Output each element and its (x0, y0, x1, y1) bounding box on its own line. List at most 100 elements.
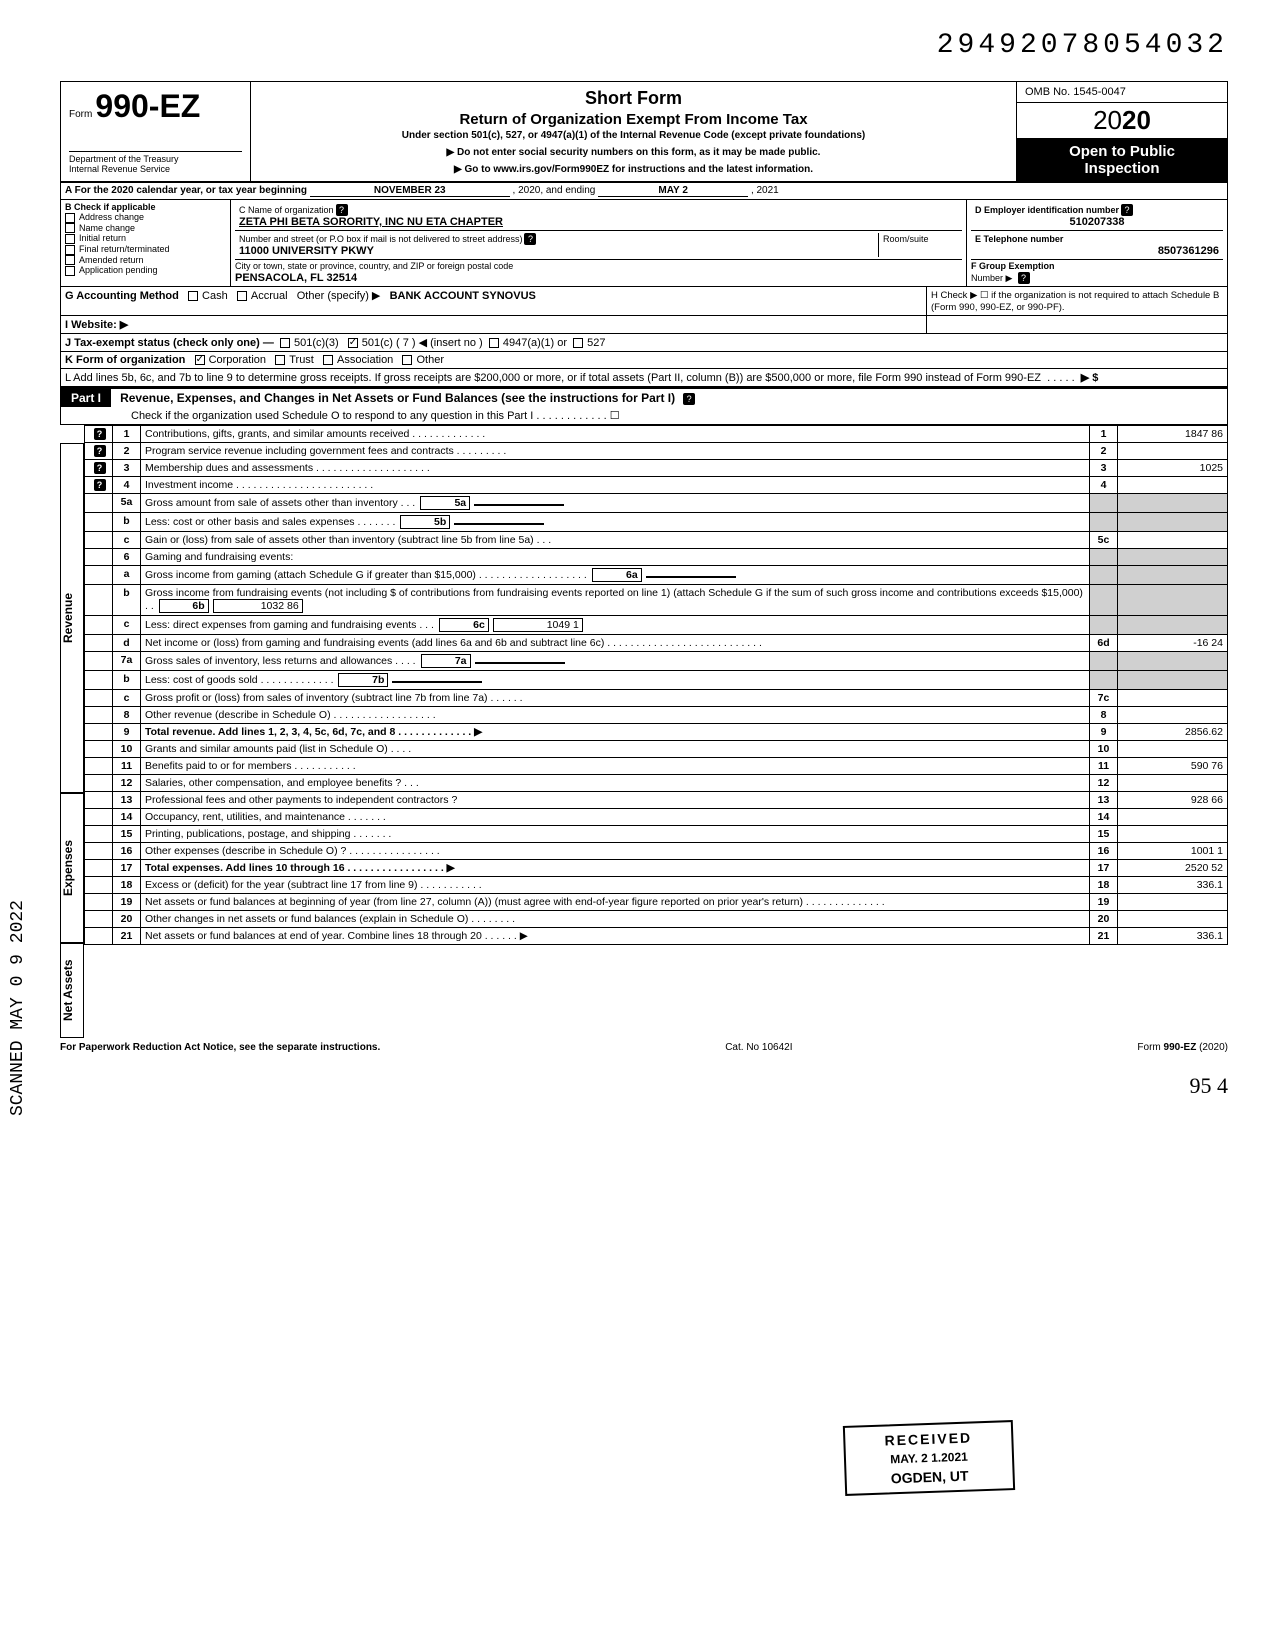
chk-pending[interactable] (65, 266, 75, 276)
g-label: G Accounting Method (65, 290, 179, 302)
footer-right: Form 990-EZ (2020) (1137, 1042, 1228, 1053)
chk-corp[interactable] (195, 355, 205, 365)
tax-year: 20202020 (1017, 103, 1227, 139)
line-6a-ln: 6a (592, 568, 642, 582)
line-6d-num: d (113, 635, 141, 652)
line-20-desc: Other changes in net assets or fund bala… (141, 911, 1090, 928)
line-20-amount (1118, 911, 1228, 928)
line-j: J Tax-exempt status (check only one) — 5… (60, 334, 1228, 352)
line-9-num: 9 (113, 724, 141, 741)
open-public-1: Open to Public (1017, 143, 1227, 160)
line-7c-amount (1118, 690, 1228, 707)
line-2-ln: 2 (1090, 443, 1118, 460)
d-label: D Employer identification number (975, 205, 1119, 215)
title-arrow2: ▶ Go to www.irs.gov/Form990EZ for instru… (261, 164, 1006, 175)
j-4947: 4947(a)(1) or (503, 337, 567, 349)
chk-final-return[interactable] (65, 245, 75, 255)
line-a-endyear: , 2021 (751, 185, 779, 196)
j-label: J Tax-exempt status (check only one) — (65, 337, 274, 349)
chk-amended[interactable] (65, 255, 75, 265)
line-16-num: 16 (113, 843, 141, 860)
line-6d-ln: 6d (1090, 635, 1118, 652)
line-9-amount: 2856.62 (1118, 724, 1228, 741)
line-6d-desc: Net income or (loss) from gaming and fun… (141, 635, 1090, 652)
line-a: A For the 2020 calendar year, or tax yea… (60, 183, 1228, 200)
omb-number: OMB No. 1545-0047 (1017, 82, 1227, 103)
handwritten-note: 95 4 (60, 1073, 1228, 1099)
chk-4947[interactable] (489, 338, 499, 348)
line-6a-v (646, 576, 736, 578)
k-corp: Corporation (209, 354, 266, 366)
line-6-desc: Gaming and fundraising events: (141, 549, 1090, 566)
line-10-num: 10 (113, 741, 141, 758)
line-7a-v (475, 662, 565, 664)
help-icon: ? (1121, 204, 1133, 216)
line-2-desc: Program service revenue including govern… (141, 443, 1090, 460)
chk-cash[interactable] (188, 291, 198, 301)
k-trust: Trust (289, 354, 314, 366)
b-pending: Application pending (79, 265, 158, 275)
chk-other-org[interactable] (402, 355, 412, 365)
line-8-amount (1118, 707, 1228, 724)
line-5b-num: b (113, 513, 141, 532)
l-arrow: ▶ $ (1081, 372, 1099, 384)
title-arrow1: ▶ Do not enter social security numbers o… (261, 147, 1006, 158)
line-15-ln: 15 (1090, 826, 1118, 843)
line-5a-v (474, 504, 564, 506)
chk-assoc[interactable] (323, 355, 333, 365)
line-8-desc: Other revenue (describe in Schedule O) .… (141, 707, 1090, 724)
line-a-mid: , 2020, and ending (513, 185, 596, 196)
line-19-num: 19 (113, 894, 141, 911)
stamp-place: OGDEN, UT (860, 1467, 998, 1488)
chk-501c[interactable] (348, 338, 358, 348)
line-12-amount (1118, 775, 1228, 792)
line-5b-v (454, 523, 544, 525)
line-9-ln: 9 (1090, 724, 1118, 741)
line-2-num: 2 (113, 443, 141, 460)
line-10-ln: 10 (1090, 741, 1118, 758)
line-12-desc: Salaries, other compensation, and employ… (141, 775, 1090, 792)
line-8-num: 8 (113, 707, 141, 724)
line-5c-desc: Gain or (loss) from sale of assets other… (141, 532, 1090, 549)
title-short-form: Short Form (261, 88, 1006, 109)
stamp-received-text: RECEIVED (859, 1429, 997, 1450)
line-21-num: 21 (113, 928, 141, 945)
chk-initial-return[interactable] (65, 234, 75, 244)
line-16-amount: 1001 1 (1118, 843, 1228, 860)
city-value: PENSACOLA, FL 32514 (235, 272, 357, 284)
help-icon: ? (524, 233, 536, 245)
document-id: 29492078054032 (60, 30, 1228, 61)
dept-line1: Department of the Treasury (69, 154, 242, 164)
room-label: Room/suite (883, 234, 929, 244)
b-address-change: Address change (79, 212, 144, 222)
c-label: C Name of organization (239, 205, 334, 215)
chk-name-change[interactable] (65, 223, 75, 233)
line-6b-v: 1032 86 (213, 599, 303, 613)
chk-527[interactable] (573, 338, 583, 348)
line-12-num: 12 (113, 775, 141, 792)
help-icon: ? (1018, 272, 1030, 284)
line-9-desc: Total revenue. Add lines 1, 2, 3, 4, 5c,… (145, 726, 482, 738)
line-15-amount (1118, 826, 1228, 843)
chk-501c3[interactable] (280, 338, 290, 348)
line-5c-num: c (113, 532, 141, 549)
line-14-desc: Occupancy, rent, utilities, and maintena… (141, 809, 1090, 826)
line-18-num: 18 (113, 877, 141, 894)
line-20-ln: 20 (1090, 911, 1118, 928)
line-13-ln: 13 (1090, 792, 1118, 809)
line-6d-amount: -16 24 (1118, 635, 1228, 652)
chk-address-change[interactable] (65, 213, 75, 223)
line-7c-ln: 7c (1090, 690, 1118, 707)
line-1-ln: 1 (1090, 426, 1118, 443)
chk-trust[interactable] (275, 355, 285, 365)
netassets-side-label: Net Assets (60, 943, 84, 1038)
j-501c3: 501(c)(3) (294, 337, 339, 349)
line-5a-ln: 5a (420, 496, 470, 510)
g-other-label: Other (specify) ▶ (297, 290, 381, 302)
tax-year-begin: NOVEMBER 23 (310, 185, 510, 197)
line-1-num: 1 (113, 426, 141, 443)
k-other: Other (416, 354, 444, 366)
part1-check: Check if the organization used Schedule … (61, 407, 1227, 424)
chk-accrual[interactable] (237, 291, 247, 301)
part1-title: Revenue, Expenses, and Changes in Net As… (114, 389, 681, 407)
